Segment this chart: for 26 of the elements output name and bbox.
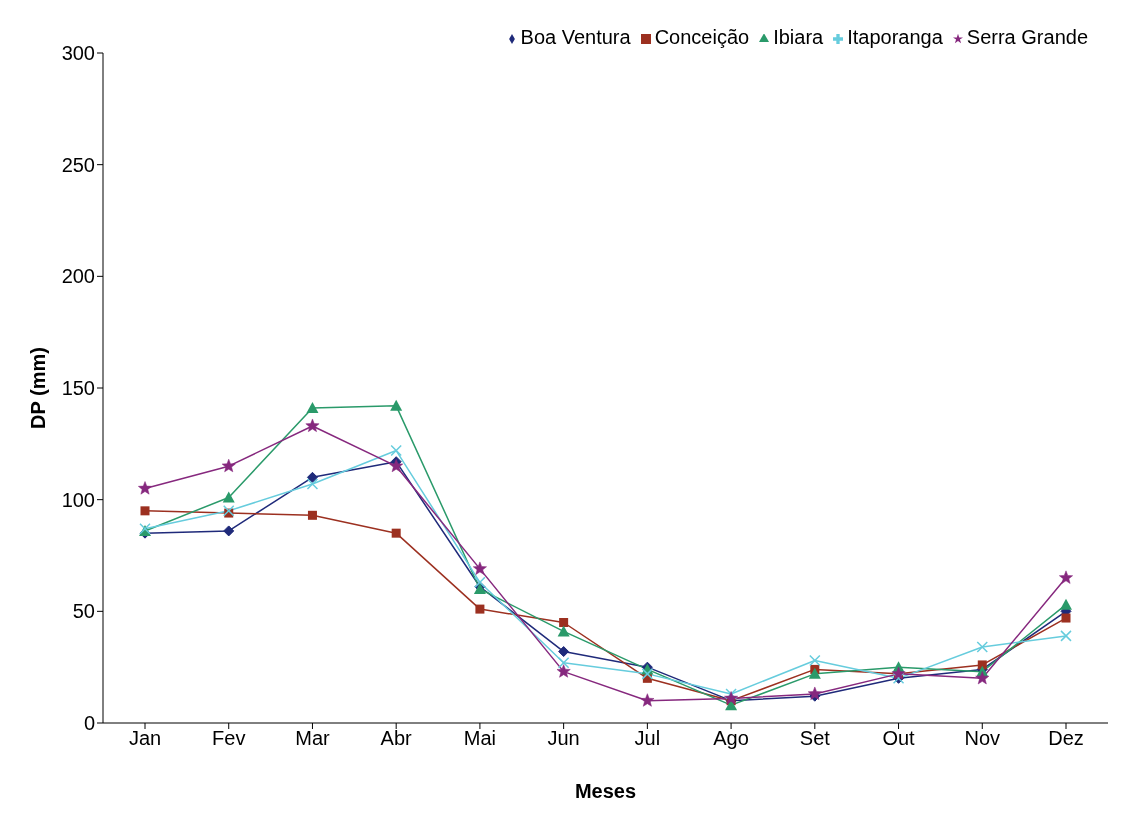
y-tick-label: 100 [61, 488, 95, 511]
x-tick-label: Jan [128, 727, 162, 750]
x-tick-label: Fev [212, 727, 246, 750]
legend-label: Serra Grande [966, 26, 1088, 48]
x-tick-label: Mar [295, 727, 331, 750]
x-tick-label: Abr [380, 727, 413, 750]
legend-label: Boa Ventura [520, 26, 631, 48]
y-tick-label: 200 [61, 265, 95, 288]
x-tick-label: Set [799, 727, 831, 750]
y-tick-label: 0 [83, 712, 95, 735]
x-tick-label: Mai [463, 727, 497, 750]
y-axis-title: DP (mm) [27, 347, 50, 429]
x-tick-label: Dez [1048, 727, 1084, 750]
x-tick-label: Out [882, 727, 916, 750]
legend-label: Itaporanga [847, 26, 943, 48]
x-tick-label: Ago [713, 727, 749, 750]
y-tick-label: 50 [72, 600, 95, 623]
x-axis-title: Meses [574, 780, 637, 802]
y-tick-label: 150 [61, 377, 95, 400]
y-tick-label: 250 [61, 153, 95, 176]
legend-label: Conceição [654, 26, 750, 48]
y-tick-label: 300 [61, 42, 95, 65]
x-tick-label: Jun [547, 727, 580, 750]
x-tick-label: Jul [634, 727, 661, 750]
legend-label: Ibiara [773, 26, 824, 48]
x-tick-label: Nov [964, 727, 1001, 750]
